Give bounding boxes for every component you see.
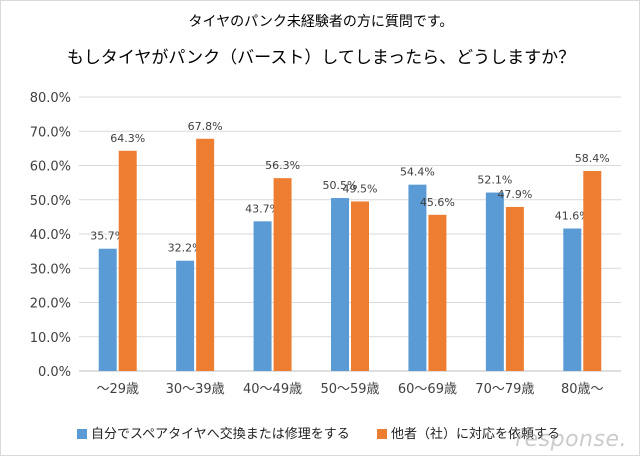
data-label: 54.4%: [400, 166, 435, 179]
y-tick-label: 20.0%: [30, 297, 71, 312]
bar-series-2: [505, 206, 524, 371]
y-tick-label: 60.0%: [30, 160, 71, 175]
x-tick-label: 40～49歳: [243, 382, 302, 397]
data-label: 50.5%: [323, 179, 358, 192]
legend-item-series-2: 他者（社）に対応を依頼する: [377, 423, 560, 442]
legend-label-series-1: 自分でスペアタイヤへ交換または修理をする: [91, 427, 350, 442]
watermark-logo: response.: [515, 427, 627, 452]
y-tick-label: 80.0%: [30, 91, 71, 106]
y-tick-label: 30.0%: [30, 262, 71, 277]
legend-swatch-series-2: [377, 429, 387, 439]
y-tick-label: 70.0%: [30, 125, 71, 140]
data-label: 67.8%: [188, 120, 223, 133]
y-tick-label: 10.0%: [30, 331, 71, 346]
data-label: 45.6%: [420, 196, 455, 209]
data-label: 64.3%: [110, 132, 145, 145]
x-tick-label: ～29歳: [96, 382, 139, 397]
data-label: 47.9%: [497, 188, 532, 201]
data-label: 49.5%: [343, 182, 378, 195]
legend-item-series-1: 自分でスペアタイヤへ交換または修理をする: [77, 423, 350, 442]
bar-series-1: [98, 248, 117, 371]
chart-legend: 自分でスペアタイヤへ交換または修理をする 他者（社）に対応を依頼する: [1, 419, 640, 443]
x-tick-label: 80歳～: [561, 382, 604, 397]
bar-series-2: [583, 170, 602, 371]
bar-series-2: [118, 150, 137, 371]
y-tick-label: 40.0%: [30, 228, 71, 243]
legend-label-series-2: 他者（社）に対応を依頼する: [391, 427, 561, 442]
bar-series-1: [253, 221, 272, 371]
bar-series-2: [428, 214, 447, 371]
data-label: 43.7%: [245, 202, 280, 215]
legend-swatch-series-1: [77, 429, 87, 439]
bar-series-1: [331, 198, 349, 371]
bar-series-1: [485, 192, 504, 371]
data-label: 56.3%: [265, 159, 300, 172]
x-tick-label: 50～59歳: [320, 382, 379, 397]
x-tick-label: 70～79歳: [475, 382, 534, 397]
data-label: 58.4%: [575, 152, 610, 165]
data-label: 52.1%: [477, 174, 512, 187]
data-label: 32.2%: [168, 242, 203, 255]
chart-title-line2: もしタイヤがパンク（バースト）してしまったら、どうしますか？: [66, 48, 576, 68]
y-tick-label: 0.0%: [38, 365, 71, 380]
x-tick-label: 60～69歳: [398, 382, 457, 397]
x-tick-label: 30～39歳: [166, 382, 225, 397]
chart-title-line1: タイヤのパンク未経験者の方に質問です。: [188, 14, 454, 30]
bar-series-2: [196, 138, 215, 371]
bar-series-2: [273, 178, 292, 371]
bar-series-1: [176, 260, 195, 371]
data-label: 41.6%: [555, 210, 590, 223]
bar-series-1: [563, 228, 582, 371]
bar-series-2: [351, 201, 369, 371]
bar-series-1: [408, 184, 427, 371]
y-tick-label: 50.0%: [30, 194, 71, 209]
data-label: 35.7%: [90, 230, 125, 243]
